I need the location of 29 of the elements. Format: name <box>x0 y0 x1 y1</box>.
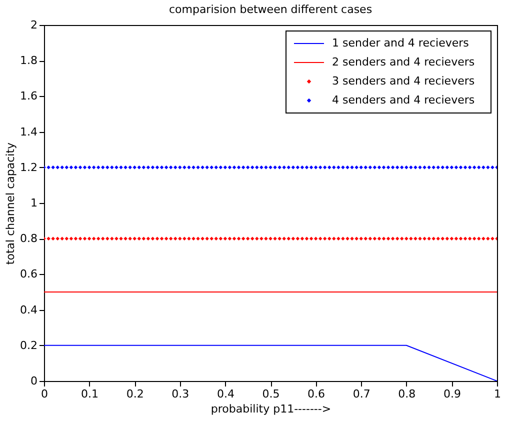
x-axis-title: probability p11-------> <box>210 402 332 416</box>
x-tick-label: 0.9 <box>443 388 461 400</box>
x-tick-label: 0.3 <box>172 388 190 400</box>
y-tick-label: 1.2 <box>20 160 38 174</box>
y-tick-label: 0.8 <box>20 232 38 246</box>
x-tick-label: 0.1 <box>81 388 99 400</box>
x-tick-label: 0 <box>41 388 48 400</box>
chart-title: comparision between different cases <box>168 3 372 16</box>
legend-label: 4 senders and 4 recievers <box>332 94 475 106</box>
x-tick-label: 1 <box>494 388 501 400</box>
legend-label: 1 sender and 4 recievers <box>332 36 470 50</box>
y-tick-label: 1.4 <box>20 125 38 138</box>
legend-label: 3 senders and 4 recievers <box>332 74 475 88</box>
y-tick-label: 1.6 <box>20 90 38 103</box>
x-tick-label: 0.2 <box>126 388 144 400</box>
legend-label: 2 senders and 4 recievers <box>332 56 475 68</box>
y-tick-label: 2 <box>30 18 38 32</box>
x-tick-label: 0.8 <box>398 388 416 400</box>
y-tick-label: 0 <box>30 374 38 388</box>
x-tick-label: 0.6 <box>308 388 326 400</box>
y-tick-label: 0.2 <box>20 338 38 352</box>
y-tick-label: 1 <box>30 196 38 210</box>
x-tick-label: 0.5 <box>262 388 280 400</box>
x-tick-label: 0.4 <box>216 388 234 400</box>
y-tick-label: 0.6 <box>20 268 38 281</box>
y-axis-title: total channel capacity <box>4 142 18 265</box>
y-tick-label: 0.4 <box>20 303 38 316</box>
x-tick-label: 0.7 <box>352 388 370 400</box>
y-tick-label: 1.8 <box>20 54 38 68</box>
